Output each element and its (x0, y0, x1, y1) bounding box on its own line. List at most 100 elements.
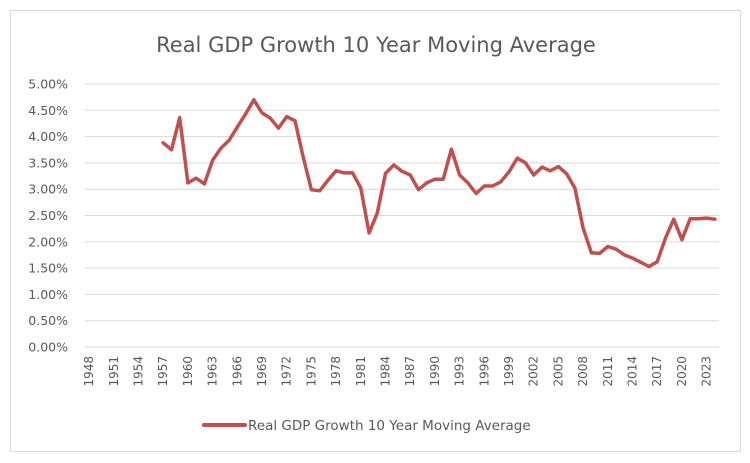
data-point: 2009: 1.79% (589, 251, 593, 255)
data-point: 1993: 3.27% (458, 173, 462, 177)
data-point: 1985: 3.46% (392, 163, 396, 167)
data-point: 2012: 1.86% (614, 247, 618, 251)
data-point: 1979: 3.31% (342, 171, 346, 175)
data-point: 2011: 1.91% (606, 244, 610, 249)
data-point: 1982: 2.17% (367, 231, 371, 235)
data-point: 2020: 2.04% (680, 238, 684, 242)
data-point: 1994: 3.12% (466, 181, 470, 185)
x-tick-label: 1978 (329, 356, 343, 387)
data-point: 1984: 3.30% (383, 171, 388, 176)
y-tick-label: 1.50% (28, 261, 68, 276)
x-tick-label: 1951 (107, 356, 121, 387)
x-tick-label: 1993 (453, 356, 467, 387)
data-point: 1976: 2.97% (318, 189, 322, 193)
data-point: 1992: 3.76% (449, 147, 454, 151)
x-tick-label: 2008 (576, 356, 590, 387)
data-point: 2015: 1.61% (639, 260, 643, 264)
data-point: 2006: 3.29% (565, 172, 569, 176)
data-point: 2023: 2.45% (705, 216, 709, 220)
data-point: 1970: 4.35% (268, 116, 272, 120)
data-point: 2001: 3.50% (523, 161, 528, 165)
x-tick-label: 2002 (527, 356, 541, 387)
data-point: 1966: 4.18% (235, 125, 239, 129)
x-tick-label: 1996 (477, 356, 491, 387)
data-point: 1996: 3.06% (482, 184, 486, 188)
data-point: 1968: 4.70% (252, 98, 256, 102)
x-tick-label: 2014 (626, 356, 640, 387)
chart-title: Real GDP Growth 10 Year Moving Average (156, 33, 596, 57)
data-point: 2024: 2.43% (713, 217, 717, 221)
data-point: 2010: 1.78% (598, 251, 602, 255)
data-point: 1991: 3.19% (441, 177, 445, 181)
y-tick-label: 3.00% (28, 182, 68, 197)
series-line (161, 98, 717, 269)
data-point: 1978: 3.35% (334, 169, 338, 173)
data-point: 2002: 3.27% (532, 173, 536, 177)
x-tick-label: 2005 (551, 356, 565, 387)
data-point: 1964: 3.78% (219, 146, 223, 150)
data-point: 2007: 3.02% (573, 186, 577, 190)
y-tick-label: 3.50% (28, 155, 68, 170)
legend: Real GDP Growth 10 Year Moving Average (202, 418, 531, 434)
data-point: 1967: 4.43% (243, 112, 248, 116)
gridlines (85, 83, 719, 348)
data-point: 2018: 2.07% (663, 236, 668, 240)
data-point: 1999: 3.33% (507, 170, 511, 174)
y-tick-label: 2.50% (28, 208, 68, 223)
data-point: 1997: 3.06% (490, 184, 495, 188)
x-tick-label: 1987 (403, 356, 417, 387)
x-tick-label: 1990 (428, 356, 442, 387)
y-tick-label: 5.00% (28, 77, 68, 92)
data-point: 1977: 3.17% (326, 178, 330, 182)
data-point: 1983: 2.55% (375, 211, 379, 215)
x-axis-tick-labels: 1948 1951 1954 1957 1960 1963 1966 1969 1972 1975… (82, 356, 714, 387)
x-tick-label: 2017 (650, 356, 664, 387)
data-point: 2005: 3.43% (556, 164, 561, 169)
data-point: 1981: 3.02% (359, 186, 363, 190)
x-tick-label: 2020 (675, 356, 689, 387)
y-tick-label: 4.50% (28, 103, 68, 118)
data-point: 1969: 4.45% (260, 111, 264, 115)
x-tick-label: 1960 (181, 356, 195, 387)
x-tick-label: 1999 (502, 356, 516, 387)
data-point: 2013: 1.75% (622, 253, 626, 257)
data-point: 1995: 2.92% (474, 191, 478, 196)
x-tick-label: 1948 (82, 356, 96, 387)
x-tick-label: 1963 (206, 356, 220, 387)
x-tick-label: 1954 (132, 356, 146, 387)
data-point: 1961: 3.21% (194, 176, 198, 180)
y-tick-label: 1.00% (28, 287, 68, 302)
data-point: 1973: 4.30% (293, 119, 297, 123)
series-group: 1957: 3.88% 1958: 3.75% 1959: 4.36% 1960: 3… (161, 98, 717, 269)
data-point: 1975: 2.99% (309, 188, 314, 192)
data-point: 1959: 4.36% (178, 116, 182, 120)
data-point: 1963: 3.55% (211, 158, 215, 162)
data-point: 1972: 4.38% (285, 115, 289, 119)
data-point: 1962: 3.10% (202, 182, 206, 186)
data-point: 2008: 2.26% (581, 226, 585, 230)
y-tick-label: 4.00% (28, 129, 68, 144)
y-tick-label: 0.00% (28, 340, 68, 355)
x-tick-label: 1969 (255, 356, 269, 387)
data-point: 1989: 3.12% (425, 181, 429, 185)
legend-label: Real GDP Growth 10 Year Moving Average (248, 418, 531, 434)
data-point: 2000: 3.59% (515, 156, 519, 160)
data-point: 2014: 1.69% (630, 256, 635, 260)
data-point: 1998: 3.14% (499, 180, 503, 184)
data-point: 1971: 4.16% (276, 126, 281, 130)
data-point: 2016: 1.53% (647, 264, 651, 269)
x-tick-label: 1957 (156, 356, 170, 387)
x-tick-label: 1981 (354, 356, 368, 387)
y-tick-label: 2.00% (28, 234, 68, 249)
data-point: 1990: 3.19% (433, 177, 437, 181)
x-tick-label: 1975 (304, 356, 318, 387)
data-point: 1957: 3.88% (161, 141, 165, 145)
data-point: 2017: 1.62% (655, 260, 659, 264)
x-tick-label: 2023 (700, 356, 714, 387)
x-tick-label: 2011 (601, 356, 615, 387)
data-point: 1974: 3.61% (301, 155, 305, 159)
data-point: 2019: 2.43% (672, 217, 676, 221)
data-point: 2022: 2.44% (696, 217, 701, 221)
data-point: 1986: 3.34% (400, 169, 404, 173)
